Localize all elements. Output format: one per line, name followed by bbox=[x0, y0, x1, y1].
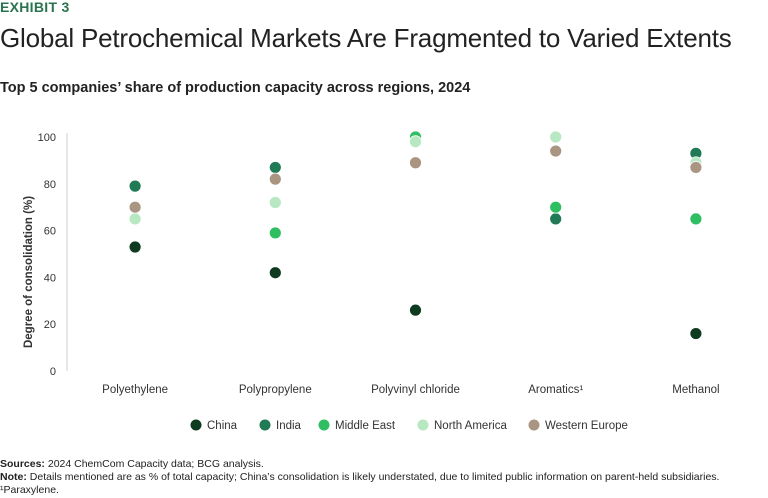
data-point-india bbox=[549, 212, 563, 226]
x-tick-label: Polypropylene bbox=[239, 384, 312, 396]
data-point-western-europe bbox=[549, 144, 563, 158]
legend-label: India bbox=[276, 420, 302, 432]
data-point-western-europe bbox=[689, 161, 703, 174]
footnote-line: ¹Paraxylene. bbox=[0, 484, 59, 496]
footer: Sources: 2024 ChemCom Capacity data; BCG… bbox=[0, 458, 768, 497]
data-point-north-america bbox=[409, 135, 422, 149]
legend-marker bbox=[417, 419, 429, 431]
data-point-western-europe bbox=[128, 200, 142, 214]
data-point-china bbox=[689, 327, 703, 340]
legend-label: Middle East bbox=[335, 420, 396, 432]
data-point-middle-east bbox=[689, 212, 703, 226]
sources-text: 2024 ChemCom Capacity data; BCG analysis… bbox=[47, 458, 264, 470]
x-tick-label: Methanol bbox=[672, 384, 719, 396]
legend-label: North America bbox=[434, 420, 507, 432]
chart-subtitle: Top 5 companies’ share of production cap… bbox=[0, 80, 471, 96]
data-point-western-europe bbox=[268, 172, 282, 186]
x-tick-label: Polyethylene bbox=[102, 384, 168, 396]
data-point-middle-east bbox=[549, 200, 563, 214]
legend-label: Western Europe bbox=[545, 420, 628, 432]
sources-label: Sources: bbox=[0, 458, 45, 470]
y-axis-label: Degree of consolidation (%) bbox=[23, 196, 35, 348]
data-point-china bbox=[409, 303, 422, 317]
y-tick-label: 60 bbox=[44, 226, 56, 238]
exhibit-label: EXHIBIT 3 bbox=[0, 0, 70, 15]
data-point-western-europe bbox=[409, 156, 422, 170]
legend-marker bbox=[528, 419, 540, 431]
sources-line: Sources: 2024 ChemCom Capacity data; BCG… bbox=[0, 458, 768, 471]
page-title: Global Petrochemical Markets Are Fragmen… bbox=[0, 23, 732, 53]
x-tick-label: Polyvinyl chloride bbox=[371, 384, 460, 396]
data-point-china bbox=[128, 240, 142, 254]
data-point-china bbox=[268, 266, 282, 280]
data-point-india bbox=[128, 179, 142, 193]
y-tick-label: 100 bbox=[38, 132, 56, 144]
legend-label: China bbox=[207, 420, 238, 432]
data-point-middle-east bbox=[268, 226, 282, 240]
y-tick-label: 20 bbox=[44, 319, 56, 331]
x-tick-label: Aromatics¹ bbox=[528, 384, 583, 396]
data-point-north-america bbox=[549, 130, 563, 144]
legend-marker bbox=[190, 419, 202, 431]
legend-marker bbox=[318, 419, 330, 431]
y-tick-label: 0 bbox=[50, 366, 56, 378]
scatter-chart: 0 20 40 60 80 100 Degree of consolidation (%) P… bbox=[23, 130, 720, 432]
data-point-north-america bbox=[128, 212, 142, 226]
y-tick-label: 80 bbox=[44, 179, 56, 191]
note-line: Note: Details mentioned are as % of tota… bbox=[0, 471, 768, 484]
note-text: Details mentioned are as % of total capa… bbox=[29, 471, 720, 483]
legend-marker bbox=[259, 419, 271, 431]
y-tick-label: 40 bbox=[44, 272, 56, 284]
data-point-india bbox=[268, 161, 282, 174]
note-label: Note: bbox=[0, 471, 27, 483]
data-point-north-america bbox=[268, 196, 282, 209]
